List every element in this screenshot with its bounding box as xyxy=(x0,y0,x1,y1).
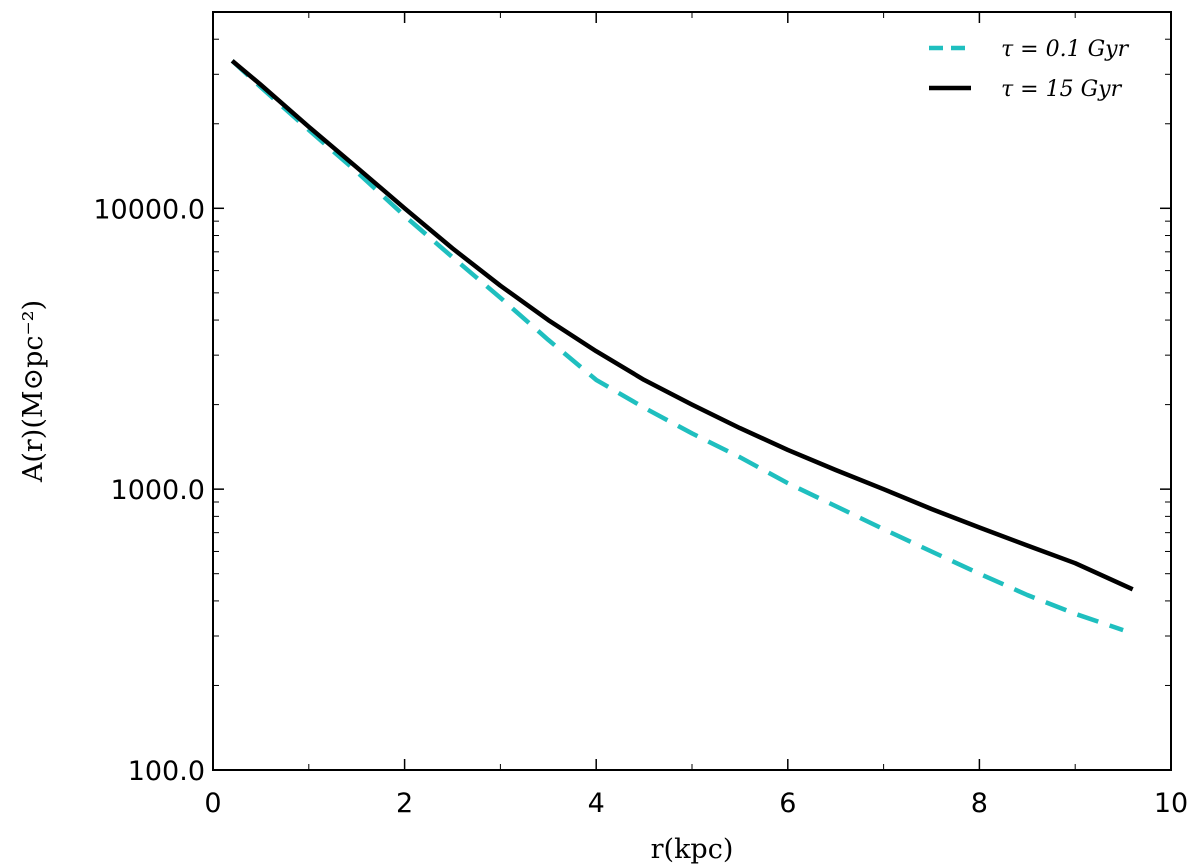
y-tick-label: 1000.0 xyxy=(111,475,205,506)
x-tick-label: 8 xyxy=(971,788,988,819)
y-tick-label: 10000.0 xyxy=(93,194,205,225)
lines-layer xyxy=(230,59,1134,633)
x-tick-label: 6 xyxy=(779,788,796,819)
ticks-layer: 0 2 4 6 8 10 100.0 1000.0 10000.0 xyxy=(93,12,1188,819)
x-tick-label: 4 xyxy=(588,788,605,819)
x-tick-label: 0 xyxy=(204,788,221,819)
plot-frame xyxy=(212,11,1172,771)
x-tick-label: 2 xyxy=(396,788,413,819)
y-tick-label: 100.0 xyxy=(128,756,205,787)
legend-label-2: τ = 15 Gyr xyxy=(1001,77,1123,102)
series-line-1 xyxy=(230,59,1124,633)
x-axis-label: r(kpc) xyxy=(651,834,734,865)
legend-label-1: τ = 0.1 Gyr xyxy=(1001,37,1130,62)
series-line-2 xyxy=(230,59,1134,592)
legend: τ = 0.1 Gyr τ = 15 Gyr xyxy=(929,37,1130,102)
y-axis-label: A(r)(M⊙pc⁻²) xyxy=(18,300,49,483)
x-tick-label: 10 xyxy=(1154,788,1188,819)
